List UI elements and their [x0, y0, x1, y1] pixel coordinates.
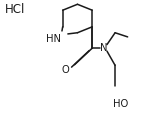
- Text: N: N: [100, 43, 107, 53]
- Text: O: O: [61, 65, 69, 75]
- Text: HCl: HCl: [5, 3, 25, 15]
- Text: HN: HN: [46, 34, 61, 44]
- Text: HO: HO: [113, 99, 129, 109]
